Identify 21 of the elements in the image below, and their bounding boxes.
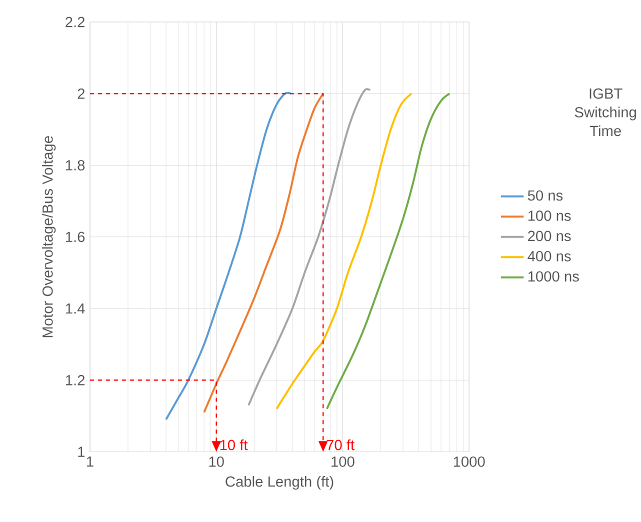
- y-tick-label: 1: [78, 446, 85, 457]
- x-tick-label: 1000: [454, 456, 485, 467]
- y-tick-label: 1.4: [66, 304, 85, 314]
- y-tick-label: 1.8: [66, 160, 85, 171]
- y-axis-title: Motor Overvoltage/Bus Voltage: [42, 136, 56, 338]
- y-tick-label: 2.2: [66, 17, 85, 28]
- x-tick-label: 10: [209, 456, 224, 467]
- legend-label: 1000 ns: [528, 271, 579, 282]
- annotation: 70 ft: [326, 440, 354, 450]
- legend-label: 100 ns: [528, 210, 571, 222]
- x-tick-label: 100: [332, 456, 354, 467]
- y-tick-label: 2: [78, 88, 85, 99]
- x-tick-label: 1: [86, 456, 94, 467]
- legend-label: 200 ns: [528, 230, 571, 242]
- legend-title: IGBT Switching Time: [574, 88, 636, 136]
- annotation: 10 ft: [220, 440, 248, 450]
- legend-label: 50 ns: [528, 190, 563, 201]
- legend-label: 400 ns: [528, 251, 571, 262]
- y-tick-label: 1.6: [66, 232, 85, 242]
- y-tick-label: 1.2: [66, 375, 85, 386]
- x-axis-title: Cable Length (ft): [226, 476, 334, 490]
